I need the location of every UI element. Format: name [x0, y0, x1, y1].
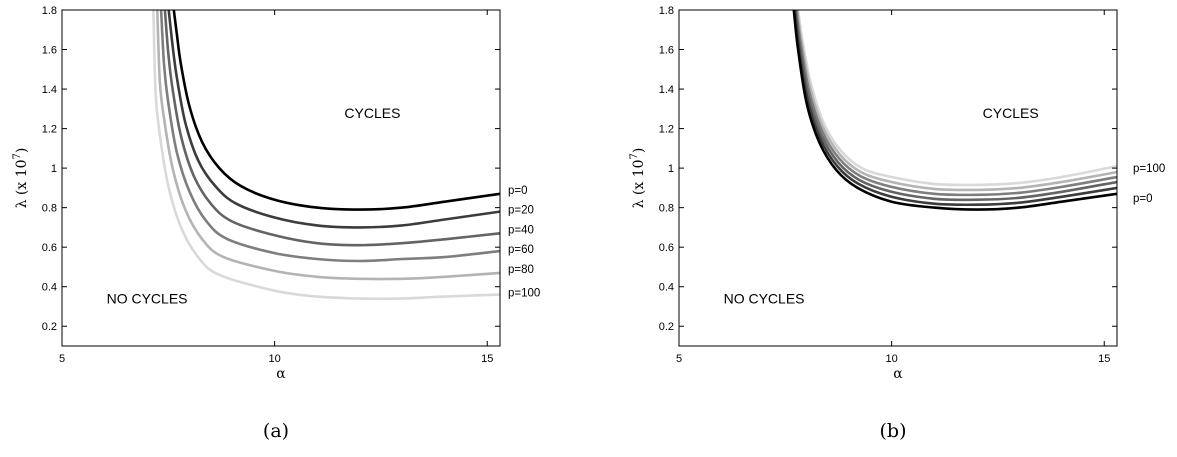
chart-a-series-p-0 [172, 10, 500, 211]
chart-b-xtick-label: 10 [885, 353, 897, 365]
chart-b-ytick-label: 1 [668, 163, 674, 175]
chart-a-xtick-label: 10 [268, 353, 280, 365]
chart-a-ytick-label: 0.2 [42, 321, 57, 333]
chart-a-annotation: NO CYCLES [107, 291, 188, 307]
chart-panel-b: 5 10 15 0.2 0.4 0.6 0.8 1 1.2 1.4 1.6 1.8 α λ (x 107)… [629, 5, 1165, 442]
chart-a-xtick-label: 5 [59, 353, 65, 365]
chart-a-ytick-label: 1 [51, 163, 57, 175]
chart-b-ytick-label: 1.2 [659, 124, 674, 136]
chart-b-xlabel: α [893, 366, 903, 382]
chart-b-ylabel: λ (x 107) [629, 148, 647, 209]
chart-a-axes-box [61, 9, 501, 347]
chart-b-series-p-100 [796, 10, 1117, 187]
chart-b-series-p-0 [792, 10, 1117, 211]
chart-a-series-p-80 [156, 10, 500, 281]
chart-a-series-p-40 [163, 10, 500, 247]
chart-b-ytick-label: 1.8 [659, 5, 674, 17]
chart-a-series-label: p=20 [508, 205, 534, 217]
chart-a-caption: (a) [263, 420, 289, 442]
chart-panel-a: 5 10 15 0.2 0.4 0.6 0.8 1 1.2 1.4 1.6 1.8 α λ (x 107)… [12, 5, 540, 442]
chart-b-xtick-label: 15 [1098, 353, 1110, 365]
chart-b-series-label: p=0 [1133, 193, 1153, 205]
chart-b-series-p-80 [795, 10, 1117, 192]
chart-a-series-p-100 [152, 10, 500, 301]
chart-b-series-p-60 [795, 10, 1117, 197]
chart-b-xtick-label: 5 [676, 353, 682, 365]
chart-a-series-label: p=100 [508, 288, 540, 300]
chart-b-ytick-label: 1.6 [659, 45, 674, 57]
chart-a-ytick-label: 1.2 [42, 124, 57, 136]
chart-b-ytick-label: 0.2 [659, 321, 674, 333]
chart-b-caption: (b) [880, 420, 907, 442]
chart-b-series-p-20 [793, 10, 1117, 207]
chart-b-ytick-label: 0.4 [659, 282, 674, 294]
chart-a-ytick-label: 0.4 [42, 282, 57, 294]
chart-b-annotation: NO CYCLES [724, 291, 805, 307]
chart-b-series-p-40 [794, 10, 1117, 202]
chart-a-series-p-60 [159, 10, 500, 263]
chart-a-series-p-20 [167, 10, 500, 229]
chart-a-series-label: p=60 [508, 244, 534, 256]
chart-a-ytick-label: 0.6 [42, 242, 57, 254]
chart-a-xtick-label: 15 [481, 353, 493, 365]
chart-b-ytick-label: 1.4 [659, 84, 674, 96]
chart-a-ytick-label: 0.8 [42, 203, 57, 215]
chart-a-ytick-label: 1.8 [42, 5, 57, 17]
chart-b-axes-box [678, 9, 1118, 347]
chart-a-series-label: p=80 [508, 264, 534, 276]
chart-a-ytick-label: 1.4 [42, 84, 57, 96]
chart-b-annotation: CYCLES [983, 105, 1039, 121]
chart-a-xlabel: α [276, 366, 286, 382]
chart-a-series-label: p=0 [508, 185, 528, 197]
chart-a-series-label: p=40 [508, 224, 534, 236]
chart-b-ytick-label: 0.6 [659, 242, 674, 254]
chart-b-series-label: p=100 [1133, 163, 1165, 175]
chart-b-ytick-label: 0.8 [659, 203, 674, 215]
chart-a-ylabel: λ (x 107) [12, 148, 30, 209]
chart-a-annotation: CYCLES [344, 105, 400, 121]
chart-a-ytick-label: 1.6 [42, 45, 57, 57]
